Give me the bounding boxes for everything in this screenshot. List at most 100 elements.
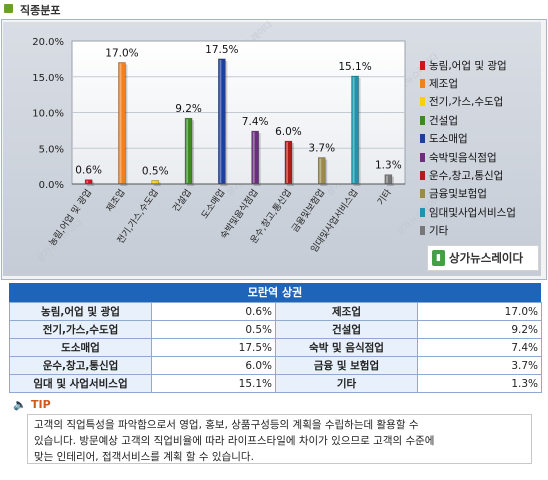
bar-highlight [286, 142, 288, 183]
bar [351, 75, 359, 185]
legend-item: 숙박및음식점업 [420, 148, 542, 166]
legend-swatch [420, 97, 425, 107]
y-tick-label: 0.0% [39, 180, 64, 191]
y-tick-label: 10.0% [32, 109, 64, 120]
table-row: 농림,어업 및 광업 0.6% 제조업 17.0% [9, 302, 542, 321]
legend-label: 제조업 [429, 78, 458, 91]
tip-title: TIP [31, 398, 51, 411]
bar [384, 174, 393, 185]
legend-swatch [420, 134, 425, 144]
legend-swatch [420, 152, 425, 162]
bar [251, 130, 259, 185]
table-title: 모란역 상권 [9, 283, 541, 302]
data-label: 15.1% [338, 61, 371, 73]
legend-swatch [420, 60, 425, 70]
bar-highlight [319, 158, 322, 183]
cell-value: 17.0% [417, 302, 542, 321]
data-label: 7.4% [242, 116, 269, 128]
data-label: 6.0% [275, 126, 302, 138]
bar-highlight [252, 132, 255, 183]
section-title: 직종분포 [20, 4, 61, 17]
legend-label: 금융및보험업 [429, 188, 487, 201]
y-tick-label: 5.0% [39, 144, 64, 155]
bar-highlight [219, 59, 222, 183]
bar [84, 179, 93, 185]
bar [284, 140, 293, 185]
bar-highlight [352, 77, 355, 183]
bar-highlight [86, 180, 89, 183]
cell-label: 숙박 및 음식점업 [275, 338, 418, 357]
bar-highlight [119, 63, 122, 184]
cell-label: 금융 및 보험업 [275, 356, 418, 375]
legend-item: 금융및보험업 [420, 185, 542, 203]
tip-box: 고객의 직업특성을 파악함으로서 영업, 홍보, 상품구성등의 계획을 수립하는… [27, 414, 532, 464]
cell-label: 전기,가스,수도업 [9, 320, 152, 339]
x-tick-label: 건설업 [171, 187, 194, 214]
cell-label: 농림,어업 및 광업 [9, 302, 152, 321]
cell-value: 7.4% [417, 338, 542, 357]
legend-swatch [420, 115, 425, 125]
cell-value: 0.6% [151, 302, 276, 321]
legend-swatch [420, 207, 425, 217]
brand-logo[interactable]: ▮ 상가뉴스레이다 [427, 245, 539, 271]
bar-highlight [386, 175, 388, 183]
legend-swatch [420, 171, 425, 181]
legend-swatch [420, 79, 425, 89]
chart-legend: 농림,어업 및 광업 제조업 전기,가스,수도업 건설업 도소매업 숙박및음식점… [420, 56, 542, 240]
data-label: 17.5% [205, 44, 238, 56]
data-label: 0.6% [75, 165, 102, 177]
data-label: 9.2% [175, 103, 202, 115]
tip-section: 🔈 TIP 고객의 직업특성을 파악함으로서 영업, 홍보, 상품구성등의 계획… [9, 396, 539, 472]
table-row: 도소매업 17.5% 숙박 및 음식점업 7.4% [9, 338, 542, 357]
legend-swatch [420, 226, 425, 236]
distribution-table: 모란역 상권 농림,어업 및 광업 0.6% 제조업 17.0% 전기,가스,수… [9, 283, 542, 393]
legend-item: 운수,창고,통신업 [420, 166, 542, 184]
cell-label: 도소매업 [9, 338, 152, 357]
tip-line: 고객의 직업특성을 파악함으로서 영업, 홍보, 상품구성등의 계획을 수립하는… [34, 419, 419, 431]
x-tick-label: 제조업 [104, 187, 127, 214]
section-bullet-icon [4, 4, 13, 13]
data-label: 0.5% [142, 165, 169, 177]
x-tick-label: 금융및보험업 [289, 187, 327, 235]
y-tick-label: 15.0% [32, 73, 64, 84]
cell-value: 6.0% [151, 356, 276, 375]
legend-label: 임대및사업서비스업 [429, 206, 516, 219]
bar-highlight [186, 119, 189, 183]
cell-value: 3.7% [417, 356, 542, 375]
legend-label: 전기,가스,수도업 [429, 96, 504, 109]
legend-item: 제조업 [420, 74, 542, 92]
legend-label: 도소매업 [429, 133, 468, 146]
bar [184, 117, 193, 185]
tip-line: 맞는 인테리어, 접객서비스를 계획 할 수 있습니다. [34, 451, 254, 463]
cell-value: 0.5% [151, 320, 276, 339]
cell-label: 운수,창고,통신업 [9, 356, 152, 375]
legend-item: 농림,어업 및 광업 [420, 56, 542, 74]
cell-value: 15.1% [151, 374, 276, 393]
table-row: 임대 및 사업서비스업 15.1% 기타 1.3% [9, 374, 542, 393]
legend-label: 숙박및음식점업 [429, 151, 497, 164]
data-label: 17.0% [105, 47, 138, 59]
y-tick-label: 20.0% [32, 37, 64, 48]
x-tick-label: 도소매업 [199, 187, 227, 220]
table-row: 전기,가스,수도업 0.5% 건설업 9.2% [9, 320, 542, 339]
x-tick-label: 농림,어업 및 광업 [46, 187, 94, 248]
section-header: 직종분포 [0, 0, 548, 18]
cell-value: 17.5% [151, 338, 276, 357]
cell-value: 9.2% [417, 320, 542, 339]
legend-item: 전기,가스,수도업 [420, 93, 542, 111]
legend-item: 임대및사업서비스업 [420, 203, 542, 221]
bar [218, 58, 226, 185]
legend-label: 기타 [429, 225, 449, 238]
data-label: 3.7% [308, 143, 335, 155]
cell-label: 건설업 [275, 320, 418, 339]
bar [118, 62, 126, 185]
bar [151, 180, 160, 185]
legend-item: 건설업 [420, 111, 542, 129]
brand-label: 상가뉴스레이다 [449, 251, 524, 265]
legend-label: 건설업 [429, 114, 458, 127]
legend-label: 운수,창고,통신업 [429, 170, 504, 183]
legend-swatch [420, 189, 425, 199]
legend-item: 도소매업 [420, 130, 542, 148]
distribution-grid: 농림,어업 및 광업 0.6% 제조업 17.0% 전기,가스,수도업 0.5%… [9, 302, 542, 393]
tip-line: 있습니다. 방문예상 고객의 직업비율에 따라 라이프스타일에 차이가 있으므로… [34, 435, 435, 447]
